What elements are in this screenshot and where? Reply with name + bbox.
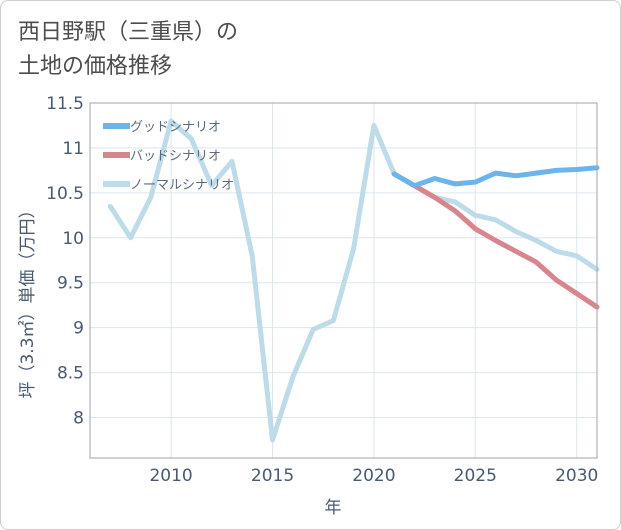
y-tick-label: 10.5 [46,184,84,204]
x-tick-label: 2030 [555,466,598,486]
y-axis-ticks: 8 8.5 9 9.5 10 10.5 11 11.5 [46,94,84,429]
series-line-1 [391,171,600,310]
plot-area-border [89,102,598,459]
x-tick-label: 2025 [454,466,497,486]
series-line-2 [107,118,600,443]
y-tick-label: 11 [62,139,84,159]
y-tick-label: 9.5 [57,274,84,294]
y-tick-label: 8.5 [57,364,84,384]
y-axis-title: 坪（3.3㎡）単価（万円） [18,201,38,398]
series-line-0 [391,165,600,189]
x-tick-label: 2020 [352,466,395,486]
x-tick-label: 2015 [251,466,294,486]
series-layer [107,118,600,443]
x-tick-label: 2010 [149,466,192,486]
x-axis-title: 年 [325,498,342,518]
chart-title: 西日野駅（三重県）の 土地の価格推移 [18,16,238,84]
y-tick-label: 9 [73,319,84,339]
chart-title-line-1: 西日野駅（三重県）の [18,20,239,45]
y-tick-label: 10 [62,229,84,249]
x-axis-ticks: 2010 2015 2020 2025 2030 [149,466,598,486]
legend-label: バッドシナリオ [130,149,221,164]
legend-label: ノーマルシナリオ [130,178,234,193]
chart-title-line-2: 土地の価格推移 [18,54,173,79]
y-tick-label: 8 [73,409,84,429]
legend-label: グッドシナリオ [130,120,221,135]
y-tick-label: 11.5 [46,94,84,114]
